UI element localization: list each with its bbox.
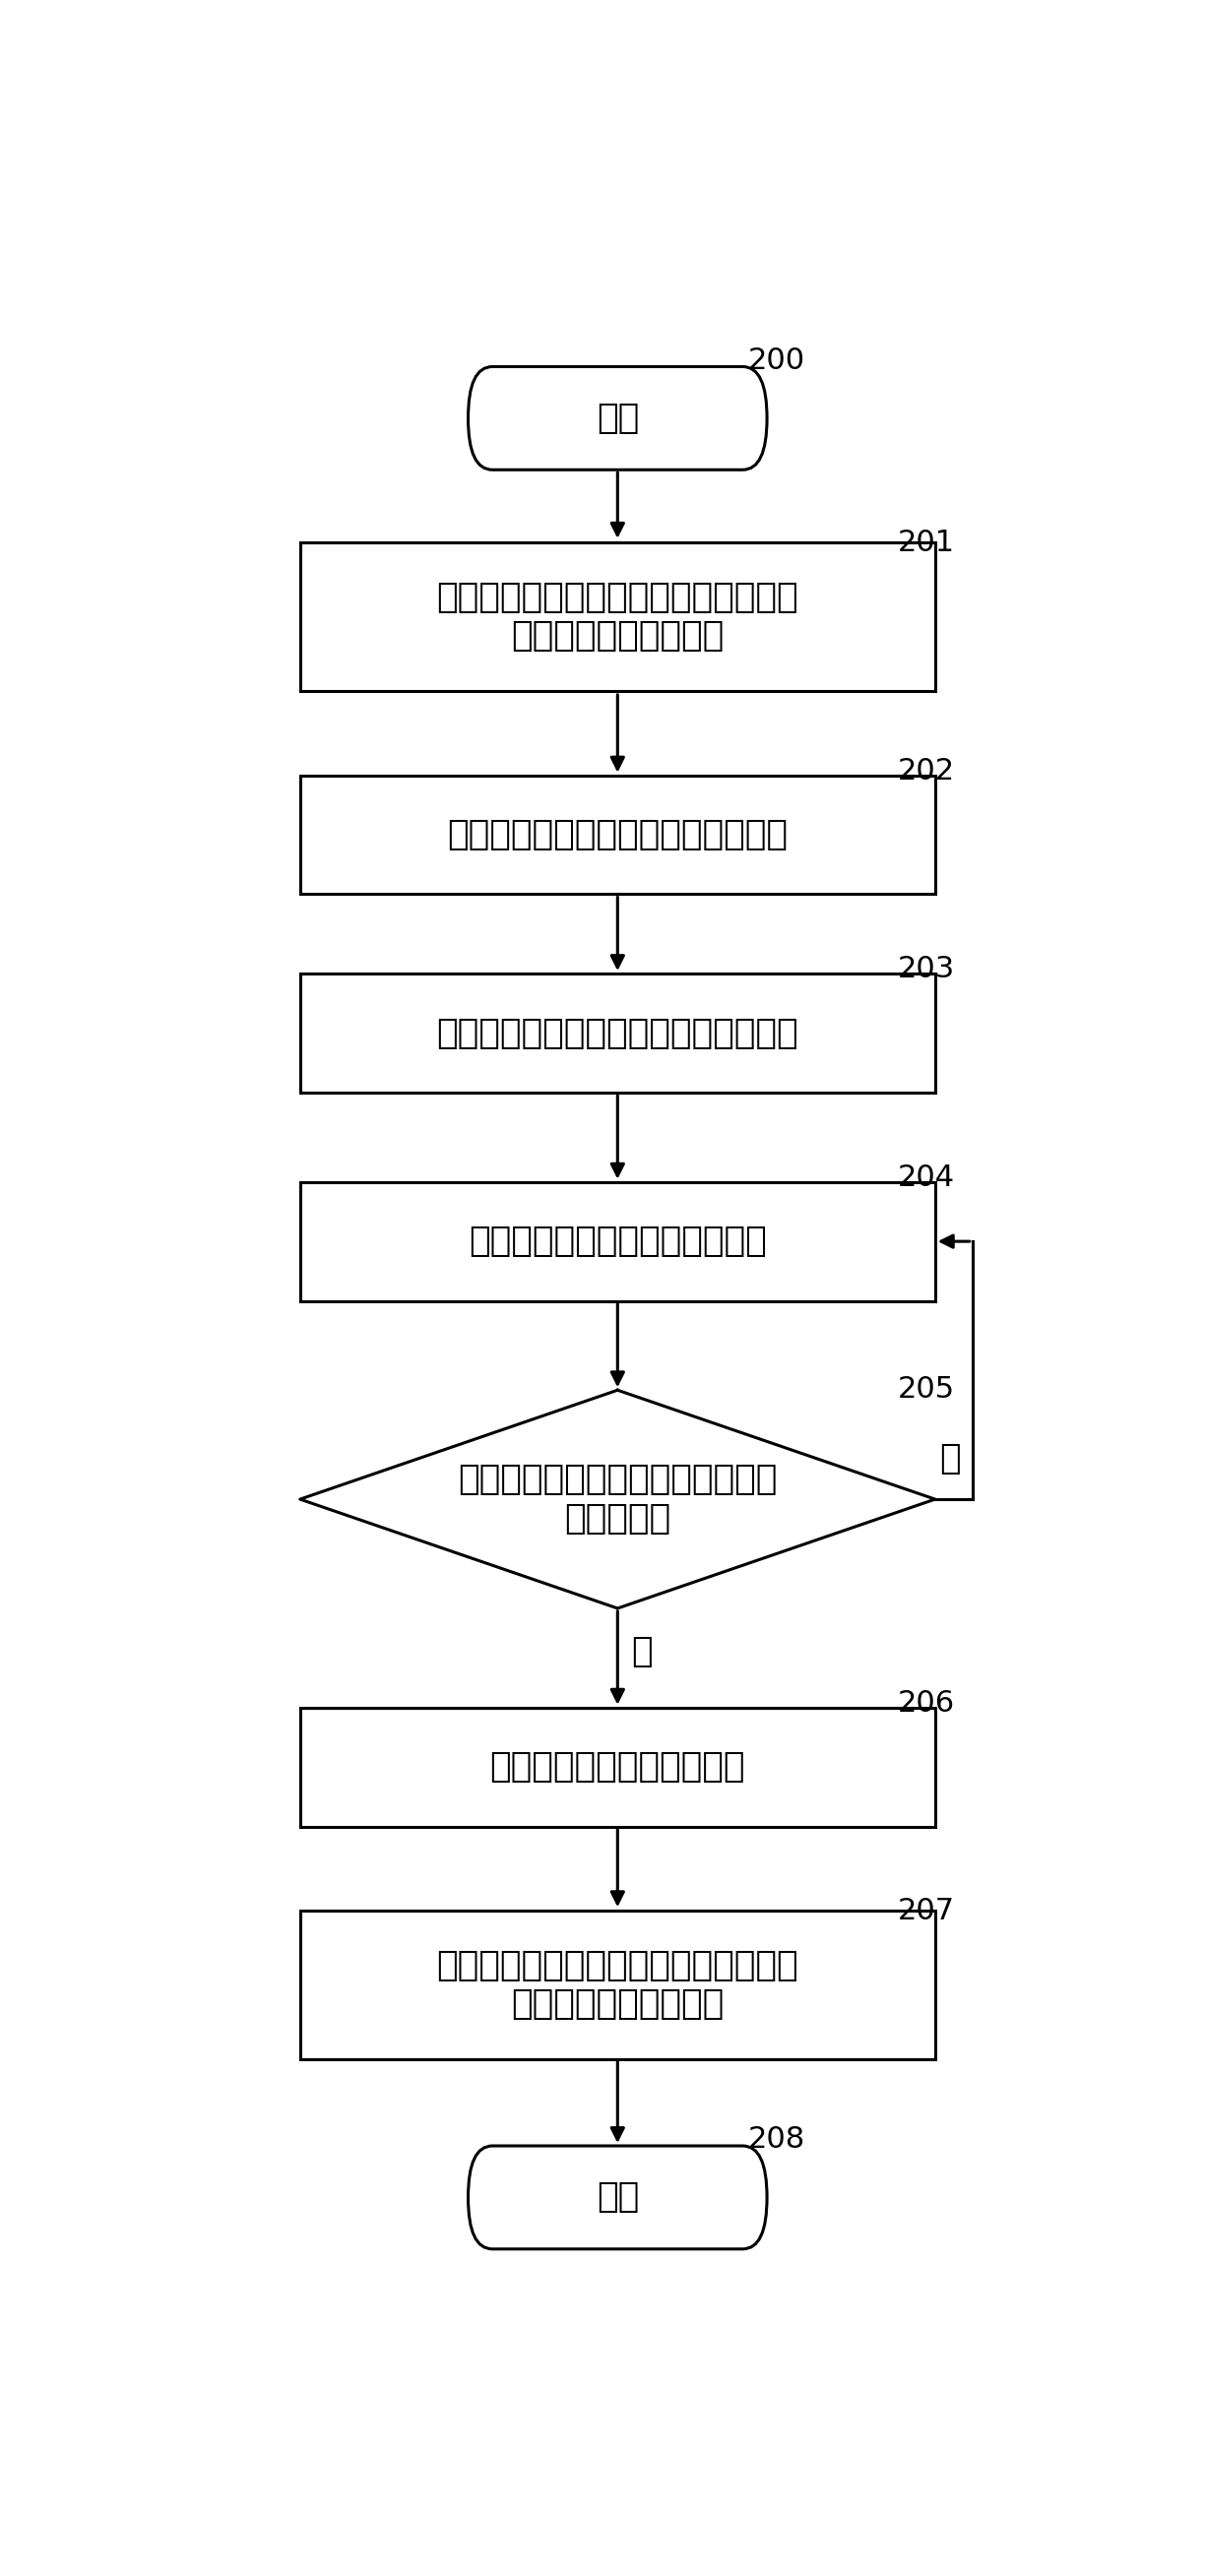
- Bar: [300, 1708, 935, 1826]
- Text: 接收客户终端当前车辆的解锁请求，解
锁请求包括：车辆编号: 接收客户终端当前车辆的解锁请求，解 锁请求包括：车辆编号: [436, 580, 799, 652]
- Text: 由车辆编号得到车辆的历史骑行数据: 由车辆编号得到车辆的历史骑行数据: [447, 819, 788, 853]
- Bar: [300, 974, 935, 1092]
- Text: 208: 208: [748, 2125, 806, 2154]
- Text: 检测是否收到客户终端反馈的同意
计费的信息: 检测是否收到客户终端反馈的同意 计费的信息: [458, 1463, 777, 1535]
- Bar: [300, 541, 935, 690]
- Text: 207: 207: [898, 1896, 954, 1927]
- Text: 206: 206: [898, 1690, 954, 1718]
- Text: 201: 201: [898, 528, 954, 556]
- Text: 是: 是: [631, 1636, 653, 1669]
- Text: 203: 203: [898, 956, 956, 984]
- Text: 204: 204: [898, 1164, 954, 1193]
- FancyBboxPatch shape: [468, 2146, 768, 2249]
- Text: 向客户终端发送解锁授权码: 向客户终端发送解锁授权码: [489, 1749, 746, 1783]
- FancyBboxPatch shape: [468, 366, 768, 469]
- Text: 202: 202: [898, 757, 954, 786]
- Text: 在当前车辆解锁成功后，按评估计费标
准对当前车辆进行计费: 在当前车辆解锁成功后，按评估计费标 准对当前车辆进行计费: [436, 1950, 799, 2022]
- Text: 200: 200: [748, 345, 805, 374]
- Text: 否: 否: [940, 1443, 962, 1476]
- Text: 开始: 开始: [596, 402, 639, 435]
- Bar: [300, 1911, 935, 2061]
- Bar: [300, 1182, 935, 1301]
- Bar: [300, 775, 935, 894]
- Text: 将评估计费标准发送给客户终端: 将评估计费标准发送给客户终端: [469, 1224, 766, 1257]
- Text: 由历史骑行数据计算得到评估计费标准: 由历史骑行数据计算得到评估计费标准: [436, 1018, 799, 1051]
- Text: 205: 205: [898, 1376, 954, 1404]
- Text: 结束: 结束: [596, 2182, 639, 2215]
